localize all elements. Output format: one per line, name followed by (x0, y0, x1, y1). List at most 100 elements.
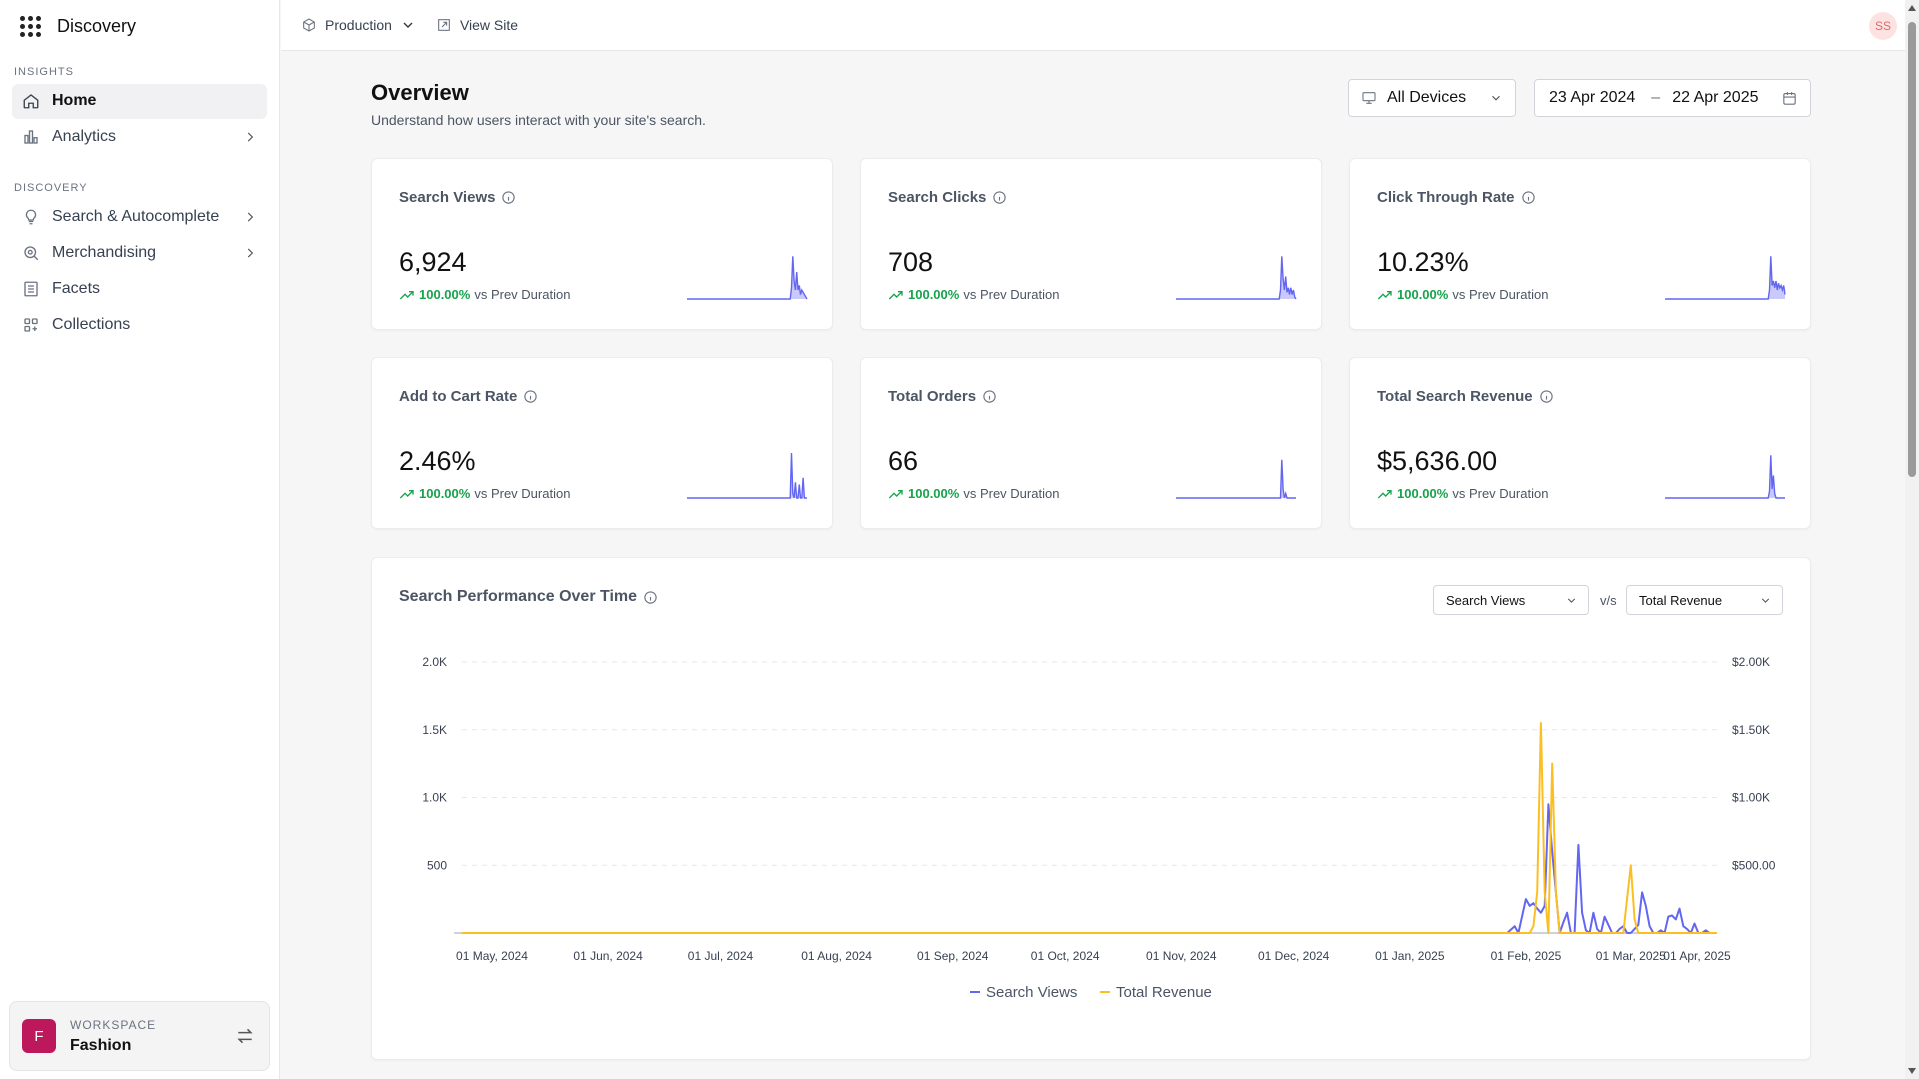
environment-label: Production (325, 17, 392, 33)
left-metric-select[interactable]: Search Views (1433, 585, 1589, 615)
workspace-avatar: F (22, 1019, 56, 1053)
workspace-switcher[interactable]: F WORKSPACE Fashion (9, 1001, 270, 1071)
x-tick-label: 01 Mar, 2025 (1596, 949, 1666, 963)
metric-change-pct: 100.00% (419, 287, 471, 302)
metric-change-label: vs Prev Duration (474, 486, 571, 501)
sparkline-area (1176, 459, 1296, 498)
calendar-icon[interactable] (1781, 90, 1798, 107)
x-tick-label: 01 Jul, 2024 (688, 949, 754, 963)
info-icon[interactable] (992, 190, 1007, 205)
x-tick-label: 01 May, 2024 (456, 949, 528, 963)
device-filter-select[interactable]: All Devices (1348, 79, 1516, 117)
info-icon[interactable] (643, 590, 658, 605)
chevron-down-icon (1761, 598, 1770, 603)
metric-title: Total Orders (888, 388, 997, 405)
metric-title-text: Search Views (399, 189, 496, 206)
trend-up-icon (399, 489, 414, 498)
chevron-down-icon (403, 22, 413, 28)
sidebar-item-collections[interactable]: Collections (12, 308, 267, 342)
info-icon[interactable] (523, 389, 538, 404)
date-separator: – (1651, 89, 1661, 106)
info-icon[interactable] (982, 389, 997, 404)
apps-grid-icon[interactable] (20, 15, 41, 37)
metric-value: 66 (888, 446, 919, 476)
metric-title-text: Total Orders (888, 388, 977, 405)
view-site-link[interactable]: View Site (436, 17, 518, 33)
x-tick-label: 01 Sep, 2024 (917, 949, 989, 963)
user-avatar[interactable]: SS (1869, 12, 1897, 40)
metric-change-pct: 100.00% (419, 486, 471, 501)
metric-value: 6,924 (399, 247, 467, 277)
metric-card: Search Clicks 708 100.00% vs Prev Duration (860, 158, 1322, 330)
left-metric-value: Search Views (1446, 592, 1526, 608)
date-to[interactable]: 22 Apr 2025 (1672, 89, 1759, 106)
page-title: Overview (371, 80, 469, 105)
y-left-tick-label: 500 (427, 858, 447, 872)
sidebar-item-label: Analytics (52, 128, 117, 145)
sparkline (1176, 256, 1297, 300)
metric-change: 100.00% vs Prev Duration (399, 287, 570, 302)
metric-title: Search Views (399, 189, 516, 206)
metric-change-pct: 100.00% (1397, 287, 1449, 302)
sidebar-item-facets[interactable]: Facets (12, 272, 267, 306)
environment-select[interactable]: Production (301, 17, 416, 33)
metric-change-label: vs Prev Duration (1452, 287, 1549, 302)
sparkline-line (687, 256, 808, 300)
scroll-up-icon[interactable] (1908, 5, 1916, 11)
date-range-picker[interactable]: 23 Apr 2024 – 22 Apr 2025 (1534, 79, 1811, 117)
legend-label[interactable]: Search Views (986, 984, 1077, 1001)
sidebar-item-label: Home (52, 92, 97, 109)
chevron-right-icon (247, 248, 254, 258)
right-metric-select[interactable]: Total Revenue (1626, 585, 1783, 615)
workspace-name: Fashion (70, 1036, 132, 1054)
info-icon[interactable] (1521, 190, 1536, 205)
legend-label[interactable]: Total Revenue (1116, 984, 1212, 1001)
sparkline-area (1665, 455, 1785, 498)
brand: Discovery (0, 0, 279, 52)
info-icon[interactable] (1539, 389, 1554, 404)
metric-value: 10.23% (1377, 247, 1469, 277)
list-icon (24, 281, 38, 297)
chart-title-text: Search Performance Over Time (399, 588, 638, 605)
sparkline-area (687, 453, 807, 498)
section-label-discovery: DISCOVERY (14, 182, 88, 194)
x-tick-label: 01 Apr, 2025 (1663, 949, 1731, 963)
page-scrollbar[interactable] (1905, 0, 1919, 1079)
metric-title: Total Search Revenue (1377, 388, 1554, 405)
sparkline-line (1665, 256, 1786, 300)
metric-change: 100.00% vs Prev Duration (1377, 287, 1548, 302)
monitor-icon (1362, 92, 1376, 104)
metric-title-text: Total Search Revenue (1377, 388, 1533, 405)
x-tick-label: 01 Nov, 2024 (1146, 949, 1217, 963)
metric-card: Add to Cart Rate 2.46% 100.00% vs Prev Dura… (371, 357, 833, 529)
sidebar-item-analytics[interactable]: Analytics (12, 120, 267, 154)
scroll-thumb[interactable] (1908, 22, 1916, 477)
lightbulb-icon (25, 209, 37, 225)
scroll-down-icon[interactable] (1908, 1068, 1916, 1074)
date-from[interactable]: 23 Apr 2024 (1549, 89, 1636, 106)
cube-icon (303, 18, 315, 32)
sidebar-item-search-autocomplete[interactable]: Search & Autocomplete (12, 200, 267, 234)
trend-up-icon (1377, 290, 1392, 299)
y-left-tick-label: 2.0K (422, 655, 447, 669)
metric-title: Search Clicks (888, 189, 1007, 206)
series-line-total-revenue (462, 722, 1717, 934)
metric-title: Add to Cart Rate (399, 388, 538, 405)
metric-value: 708 (888, 247, 934, 277)
sidebar-item-home[interactable]: Home (12, 84, 267, 118)
workspace-label: WORKSPACE (70, 1017, 157, 1032)
sidebar-item-label: Merchandising (52, 244, 157, 261)
info-icon[interactable] (501, 190, 516, 205)
sidebar-item-label: Facets (52, 280, 101, 297)
chevron-right-icon (247, 212, 254, 222)
sparkline (687, 256, 808, 300)
chevron-down-icon (1567, 598, 1576, 603)
sparkline-area (687, 256, 807, 299)
swap-icon[interactable] (235, 1026, 255, 1046)
trend-up-icon (888, 489, 903, 498)
trend-up-icon (399, 290, 414, 299)
x-tick-label: 01 Aug, 2024 (801, 949, 872, 963)
metric-card: Click Through Rate 10.23% 100.00% vs Prev D… (1349, 158, 1811, 330)
sidebar-item-merchandising[interactable]: Merchandising (12, 236, 267, 270)
app-title: Discovery (57, 15, 137, 36)
